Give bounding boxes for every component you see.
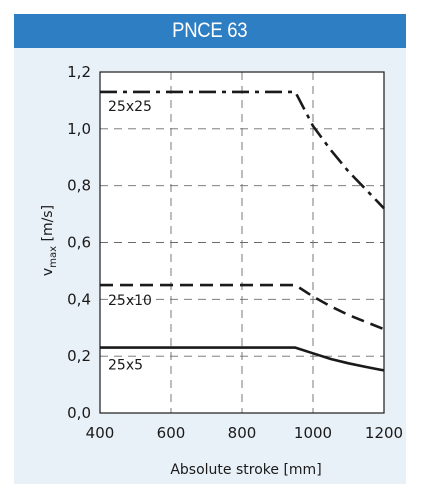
series-label-25x5: 25x5 <box>108 358 143 374</box>
series-label-25x25: 25x25 <box>108 99 152 115</box>
y-axis-label-subscript: max <box>48 246 59 268</box>
y-tick-label: 0,4 <box>67 290 91 308</box>
series-labels: 25x25 25x10 25x5 <box>108 99 152 374</box>
x-tick-label: 1200 <box>365 424 403 442</box>
series-line-25x5 <box>100 346 385 372</box>
x-tick-label: 1000 <box>294 424 332 442</box>
series-lines <box>100 90 385 372</box>
y-tick-label: 1,0 <box>67 120 91 138</box>
x-tick-label: 400 <box>86 424 115 442</box>
y-tick-label: 0,6 <box>67 234 91 252</box>
y-tick-label: 0,0 <box>67 404 91 422</box>
y-axis-label-unit: [m/s] <box>40 205 56 246</box>
chart-title: PNCE 63 <box>172 19 248 42</box>
x-tick-label: 600 <box>157 424 186 442</box>
tick-labels: 400 600 800 1000 1200 0,0 0,2 0,4 0,6 0,8 1,0 1,2 <box>67 63 403 442</box>
x-axis-label: Absolute stroke [mm] <box>170 462 321 478</box>
grid <box>100 72 384 413</box>
y-axis-label-main: v <box>40 268 56 276</box>
x-tick-label: 800 <box>228 424 257 442</box>
y-axis-label: vmax [m/s] <box>40 205 59 276</box>
plot-frame <box>99 71 385 414</box>
y-tick-label: 0,8 <box>67 177 91 195</box>
y-tick-label: 1,2 <box>67 63 91 81</box>
y-tick-label: 0,2 <box>67 347 91 365</box>
chart-header: PNCE 63 <box>14 14 406 48</box>
series-label-25x10: 25x10 <box>108 293 152 309</box>
